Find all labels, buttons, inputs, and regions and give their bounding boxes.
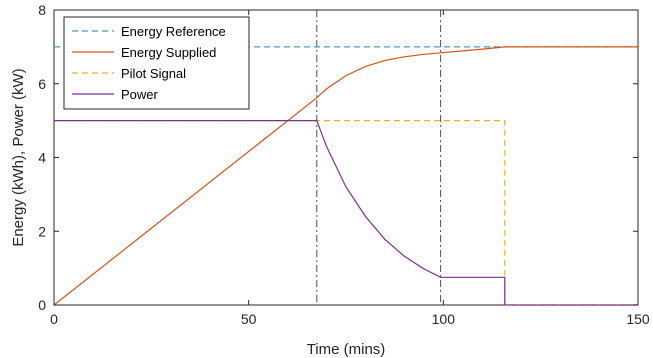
- x-tick-label: 100: [432, 311, 456, 327]
- x-tick-label: 0: [50, 311, 58, 327]
- y-tick-label: 6: [38, 76, 46, 92]
- y-tick-label: 0: [38, 297, 46, 313]
- series-line-power: [54, 119, 638, 306]
- x-tick-label: 150: [626, 311, 650, 327]
- series-line-energy-supplied: [53, 46, 638, 306]
- y-tick-label: 8: [38, 2, 46, 18]
- legend-label: Pilot Signal: [121, 66, 186, 81]
- legend-label: Energy Supplied: [121, 45, 216, 60]
- x-axis-label: Time (mins): [307, 341, 386, 358]
- legend-box: [63, 16, 250, 110]
- legend-label: Power: [121, 87, 159, 102]
- x-tick-label: 50: [241, 311, 257, 327]
- legend-label: Energy Reference: [121, 24, 226, 39]
- y-tick-label: 2: [38, 223, 46, 239]
- y-axis-label: Energy (kWh), Power (kW): [10, 68, 27, 246]
- y-tick-label: 4: [38, 150, 46, 166]
